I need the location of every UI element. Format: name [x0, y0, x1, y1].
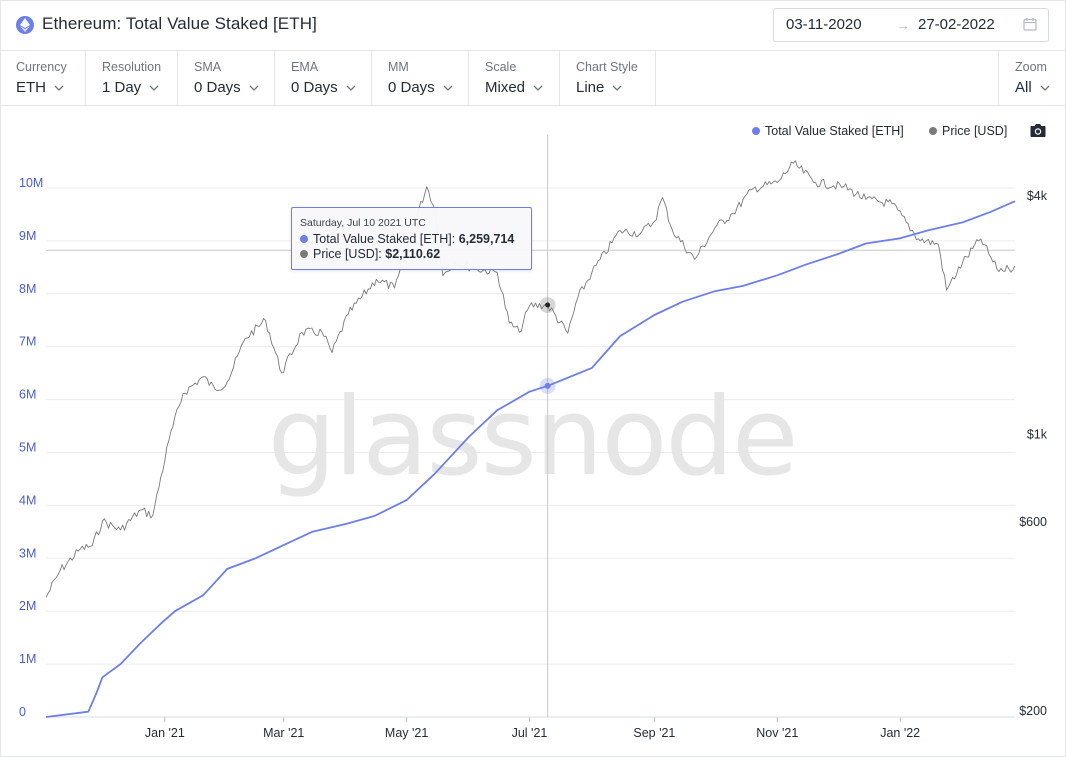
chart-style-value: Line [576, 79, 605, 96]
y-right-tick-label: $600 [1019, 515, 1047, 529]
zoom-select[interactable]: Zoom All [998, 51, 1066, 105]
zoom-label: Zoom [1015, 60, 1047, 74]
y-right-tick-label: $200 [1019, 704, 1047, 718]
tooltip-dot [300, 250, 308, 258]
resolution-value: 1 Day [102, 79, 142, 96]
y-left-tick-label: 1M [19, 652, 36, 666]
y-left-tick-label: 7M [19, 335, 36, 349]
legend-dot [929, 127, 937, 135]
y-left-tick-label: 5M [19, 441, 36, 455]
chart-style-label: Chart Style [576, 60, 638, 74]
chevron-down-icon [346, 85, 356, 91]
legend-label: Price [USD] [942, 124, 1008, 138]
resolution-select[interactable]: Resolution 1 Day [86, 51, 178, 105]
ema-label: EMA [291, 60, 319, 74]
y-left-tick-label: 8M [19, 282, 36, 296]
tooltip-date: Saturday, Jul 10 2021 UTC [300, 217, 426, 229]
glassnode-watermark: glassnode [268, 375, 797, 500]
scale-select[interactable]: Scale Mixed [469, 51, 560, 105]
x-tick-label: Jul '21 [512, 726, 548, 740]
sma-select[interactable]: SMA 0 Days [178, 51, 275, 105]
y-axis-right: $200 $600 $1k $4k [1019, 189, 1048, 718]
y-left-tick-label: 4M [19, 493, 36, 507]
legend-item-price[interactable]: Price [USD] [929, 124, 1007, 138]
tooltip-row-price: Price [USD]: $2,110.62 [300, 247, 440, 261]
ema-value: 0 Days [291, 79, 338, 96]
legend-dot [752, 127, 760, 135]
currency-value: ETH [16, 79, 46, 96]
chevron-down-icon [443, 85, 453, 91]
zoom-value: All [1015, 79, 1032, 96]
ethereum-icon [16, 16, 34, 34]
x-tick-label: Sep '21 [633, 726, 675, 740]
hover-markers [539, 296, 556, 394]
chevron-down-icon [533, 85, 543, 91]
price-series-line [45, 160, 1016, 598]
y-left-tick-label: 6M [19, 388, 36, 402]
chart-tooltip: Saturday, Jul 10 2021 UTC Total Value St… [291, 207, 532, 270]
legend-item-tvs[interactable]: Total Value Staked [ETH] [752, 124, 904, 138]
calendar-icon[interactable] [1023, 17, 1037, 31]
mm-value: 0 Days [388, 79, 435, 96]
legend-label: Total Value Staked [ETH] [765, 124, 904, 138]
currency-select[interactable]: Currency ETH [0, 51, 86, 105]
y-left-tick-label: 9M [19, 229, 36, 243]
sma-label: SMA [194, 60, 222, 74]
chevron-down-icon [249, 85, 259, 91]
tooltip-label: Total Value Staked [ETH]: [313, 232, 456, 246]
mm-select[interactable]: MM 0 Days [372, 51, 469, 105]
header: Ethereum: Total Value Staked [ETH] 03-11… [0, 0, 1066, 51]
mm-label: MM [388, 60, 409, 74]
date-range-picker[interactable]: 03-11-2020 → 27-02-2022 [773, 8, 1049, 42]
y-left-tick-label: 0 [19, 705, 26, 719]
y-left-tick-label: 2M [19, 599, 36, 613]
arrow-right-icon: → [896, 17, 910, 33]
chevron-down-icon [612, 85, 622, 91]
camera-icon[interactable] [1029, 123, 1047, 138]
chevron-down-icon [1040, 85, 1050, 91]
scale-label: Scale [485, 60, 517, 74]
resolution-label: Resolution [102, 60, 162, 74]
x-tick-label: Jan '21 [145, 726, 185, 740]
x-tick-label: May '21 [385, 726, 428, 740]
y-right-tick-label: $4k [1027, 189, 1048, 203]
x-tick-label: Nov '21 [756, 726, 798, 740]
date-end-input[interactable]: 27-02-2022 [918, 16, 995, 33]
tooltip-value: $2,110.62 [385, 247, 441, 261]
chevron-down-icon [149, 85, 159, 91]
y-left-tick-label: 10M [19, 176, 43, 190]
currency-label: Currency [16, 60, 67, 74]
ema-select[interactable]: EMA 0 Days [275, 51, 372, 105]
chart-style-select[interactable]: Chart Style Line [560, 51, 656, 105]
page-title: Ethereum: Total Value Staked [ETH] [42, 14, 317, 33]
x-tick-label: Mar '21 [263, 726, 304, 740]
date-start-input[interactable]: 03-11-2020 [786, 16, 862, 33]
tooltip-dot [300, 235, 308, 243]
tooltip-row-tvs: Total Value Staked [ETH]: 6,259,714 [300, 232, 514, 246]
chevron-down-icon [54, 85, 64, 91]
toolbar: Currency ETH Resolution 1 Day SMA 0 Days… [0, 51, 1066, 106]
y-left-tick-label: 3M [19, 546, 36, 560]
y-right-tick-label: $1k [1027, 427, 1048, 441]
scale-value: Mixed [485, 79, 526, 96]
sma-value: 0 Days [194, 79, 241, 96]
tvs-series-line [45, 200, 1016, 718]
price-hover-point [545, 302, 551, 308]
tvs-hover-point [544, 382, 551, 389]
x-tick-label: Jan '22 [880, 726, 920, 740]
x-axis: Jan '21 Mar '21 May '21 Jul '21 Sep '21 Nov '… [46, 716, 1015, 740]
y-axis-left: 0 1M 2M 3M 4M 5M 6M 7M 8M 9M 10M [19, 176, 43, 719]
tooltip-value: 6,259,714 [458, 232, 515, 246]
tooltip-label: Price [USD]: [313, 247, 382, 261]
